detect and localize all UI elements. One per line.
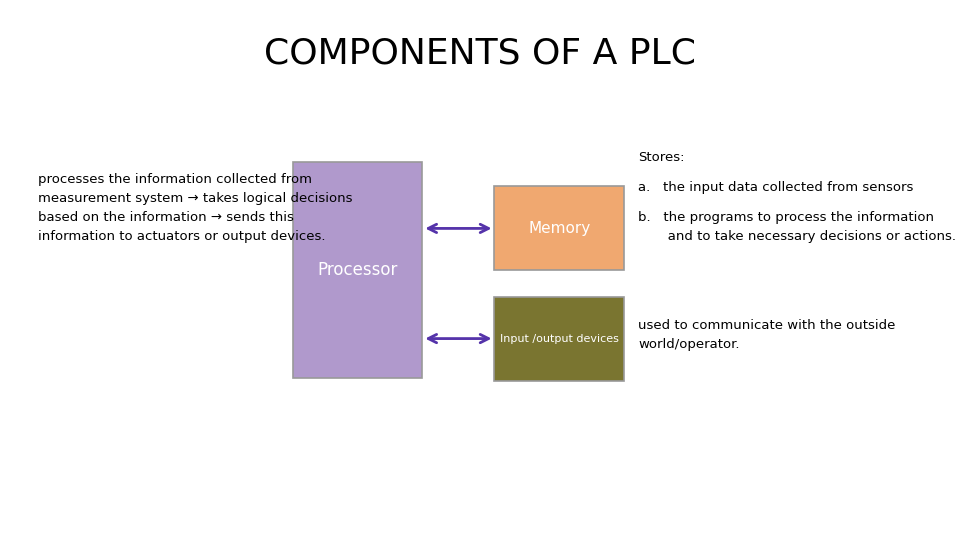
Text: processes the information collected from
measurement system → takes logical deci: processes the information collected from…: [38, 173, 353, 243]
Text: a.   the input data collected from sensors: a. the input data collected from sensors: [638, 181, 914, 194]
Bar: [494, 186, 624, 270]
Text: Memory: Memory: [528, 221, 590, 235]
Text: COMPONENTS OF A PLC: COMPONENTS OF A PLC: [264, 37, 696, 71]
Text: b.   the programs to process the information
       and to take necessary decisi: b. the programs to process the informati…: [638, 211, 956, 242]
Bar: [293, 162, 422, 378]
Text: Stores:: Stores:: [638, 151, 684, 164]
Text: used to communicate with the outside
world/operator.: used to communicate with the outside wor…: [638, 319, 896, 350]
Bar: [494, 297, 624, 381]
Text: Input /output devices: Input /output devices: [500, 334, 618, 344]
Text: Processor: Processor: [318, 261, 397, 279]
